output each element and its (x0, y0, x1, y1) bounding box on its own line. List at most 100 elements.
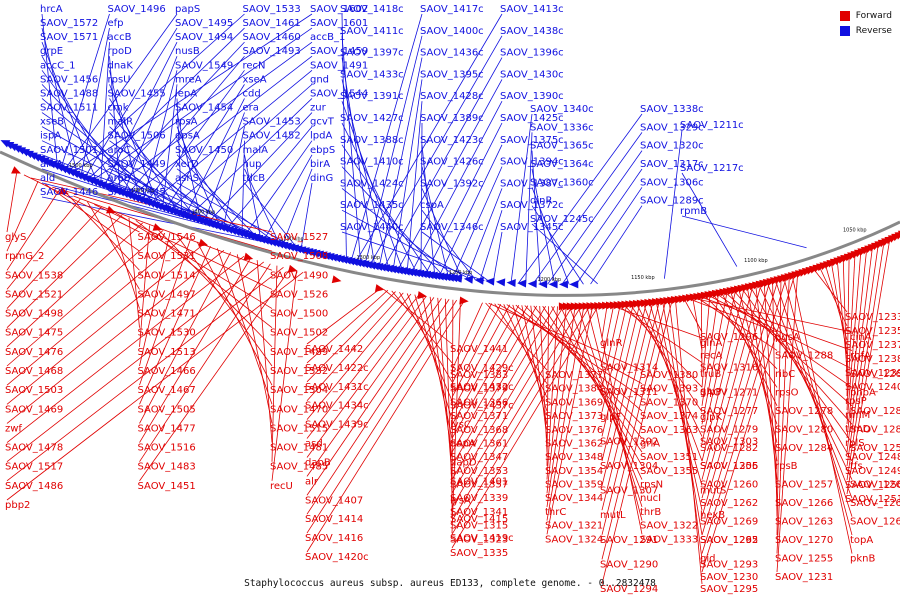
gene-label: SAOV_1394c (500, 157, 564, 168)
gene-label: SAOV_1449 (108, 159, 166, 170)
gene-label: SAOV_1439c (305, 420, 369, 431)
gene-label: SAOV_1434c (305, 401, 369, 412)
leader-line (383, 57, 503, 268)
gene-label: SAOV_1454 (175, 103, 233, 114)
leader-line (306, 300, 465, 553)
gene-label: pnpA (850, 387, 876, 398)
leader-line (451, 305, 520, 425)
legend: Forward Reverse (839, 8, 892, 38)
leader-line (655, 301, 703, 511)
gene-label: SAOV_1260 (700, 480, 758, 491)
gene-label: SAOV_1489 (270, 347, 328, 358)
leader-line (452, 166, 503, 278)
leader-line (6, 237, 184, 386)
gene-label: SAOV_1468 (5, 366, 63, 377)
reverse-feature (384, 264, 394, 273)
gene-label: SAOV_1461 (243, 18, 301, 29)
leader-line (41, 42, 98, 182)
leader-line (451, 303, 493, 384)
gene-label: SAOV_1376 (545, 425, 603, 436)
gene-label: SAOV_1532 (270, 366, 328, 377)
gene-label: rpmG_2 (5, 251, 44, 262)
reverse-feature (345, 257, 356, 266)
gene-label: alr (305, 476, 319, 487)
gene-label: SAOV_1478 (5, 443, 63, 454)
gene-label: SAOV_1364c (530, 159, 594, 170)
leader-line (546, 306, 550, 466)
gene-label: SAOV_1277 (700, 406, 758, 417)
gene-label: SAOV_1445 (108, 187, 166, 198)
gene-label: SAOV_1571 (40, 32, 98, 43)
reverse-feature (349, 258, 360, 267)
gene-label: era (243, 103, 259, 114)
gene-label: SAOV_1471 (138, 309, 196, 320)
gene-label: SAOV_1441 (450, 344, 508, 355)
gene-label: rbfA (850, 350, 871, 361)
leader-line (700, 295, 703, 369)
gene-label: hexB (700, 510, 725, 521)
gene-label: aroB (108, 173, 131, 184)
gene-label: dinG (310, 173, 333, 184)
leader-line (601, 304, 621, 388)
forward-feature (58, 186, 69, 195)
leader-line (701, 276, 787, 554)
gene-label: SAOV_1211c (680, 120, 744, 131)
gene-label: glnR (600, 338, 622, 349)
gene-label: SAOV_1315 (450, 521, 508, 532)
gene-label: SAOV_1420c (305, 552, 369, 563)
gene-label: SAOV_1437c (450, 401, 514, 412)
gene-label: SAOV_1282 (700, 443, 758, 454)
gene-label: SAOV_1354 (545, 466, 603, 477)
gene-label: SAOV_1279 (700, 424, 758, 435)
leader-line (701, 285, 754, 480)
gene-label: SAOV_1497 (138, 289, 196, 300)
leader-line (715, 292, 853, 388)
gene-label: SAOV_1263 (775, 517, 833, 528)
leader-line (355, 13, 503, 262)
leader-line (479, 210, 503, 281)
leader-line (741, 287, 853, 444)
gene-label: SAOV_1419c (450, 533, 514, 544)
leader-line (601, 301, 654, 511)
gene-label: SAOV_1290 (600, 559, 658, 570)
leader-line (300, 182, 313, 250)
gene-label: SAOV_1490 (270, 270, 328, 281)
gene-label: hrcA (40, 4, 63, 15)
leader-line (732, 289, 853, 425)
gene-label: SAOV_1373 (545, 411, 603, 422)
reverse-feature (310, 249, 321, 258)
gene-label: SAOV_1397c (340, 48, 404, 59)
leader-line (84, 27, 178, 178)
reverse-feature (359, 260, 370, 269)
leader-line (341, 166, 445, 277)
gene-label: SAOV_1344 (545, 493, 603, 504)
gene-label: rpsP (845, 396, 867, 407)
legend-reverse-label: Reverse (855, 25, 892, 36)
gene-label: SAOV_1436c (420, 48, 484, 59)
gene-label: SAOV_1366 (450, 397, 508, 408)
gene-label: SAOV_1602 (310, 4, 368, 15)
reverse-feature (485, 277, 495, 286)
gene-label: SAOV_1264 (850, 517, 900, 528)
leader-line (73, 195, 273, 271)
gene-label: SAOV_1483 (138, 462, 196, 473)
gene-label: SAOV_1476 (5, 347, 63, 358)
leader-line (846, 246, 873, 453)
reverse-feature (387, 265, 398, 274)
gene-label: SAOV_1239 (845, 368, 900, 379)
leader-line (87, 201, 140, 290)
gene-label: rplS (845, 438, 865, 449)
gene-label: SAOV_1515 (270, 423, 328, 434)
leader-line (846, 241, 885, 481)
gene-label: SAOV_1391c (340, 91, 404, 102)
gene-label: SAOV_1355 (640, 466, 698, 477)
legend-forward-label: Forward (855, 10, 892, 21)
reverse-feature (370, 262, 380, 271)
gene-label: rpsO (775, 387, 799, 398)
gene-label: SAOV_1527 (270, 232, 328, 243)
leader-line (586, 306, 643, 521)
leader-line (451, 299, 454, 515)
leader-line (530, 305, 548, 439)
gene-label: SAOV_1339 (450, 493, 508, 504)
gene-label: asnS (175, 173, 199, 184)
